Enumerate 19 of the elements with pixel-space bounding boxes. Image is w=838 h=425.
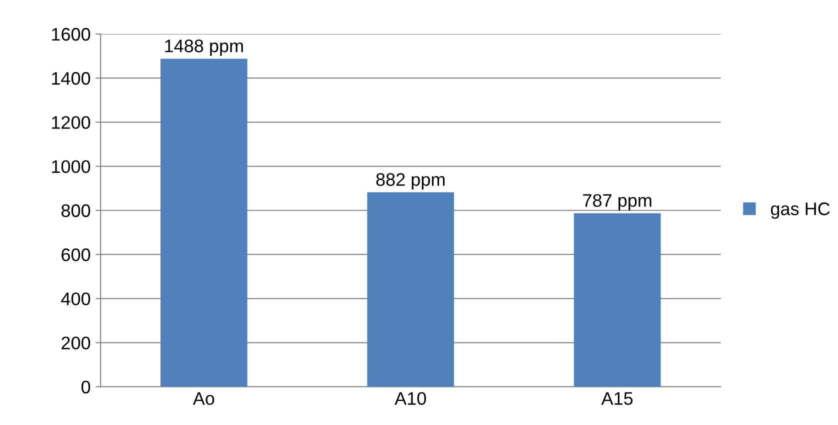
data-label: 882 ppm [376, 173, 445, 190]
y-tick-label: 1000 [52, 160, 90, 173]
x-tick-label: A15 [601, 392, 633, 405]
y-tick-label: 0 [82, 380, 90, 394]
x-tick-label: Ao [192, 392, 214, 405]
y-tick-label: 1600 [52, 28, 90, 41]
legend-label: gas HC [770, 202, 830, 219]
y-tick-label: 200 [62, 336, 90, 350]
data-label: 787 ppm [583, 194, 652, 210]
bar [367, 192, 454, 387]
data-label: 1488 ppm [165, 40, 243, 56]
y-tick-label: 1400 [52, 72, 90, 85]
x-tick-label: A10 [394, 392, 426, 405]
y-tick-label: 600 [62, 248, 90, 262]
y-tick-label: 800 [62, 204, 90, 218]
y-tick-label: 400 [61, 292, 90, 306]
bar [574, 213, 661, 387]
y-tick-label: 1200 [52, 116, 90, 129]
bar [160, 58, 248, 387]
